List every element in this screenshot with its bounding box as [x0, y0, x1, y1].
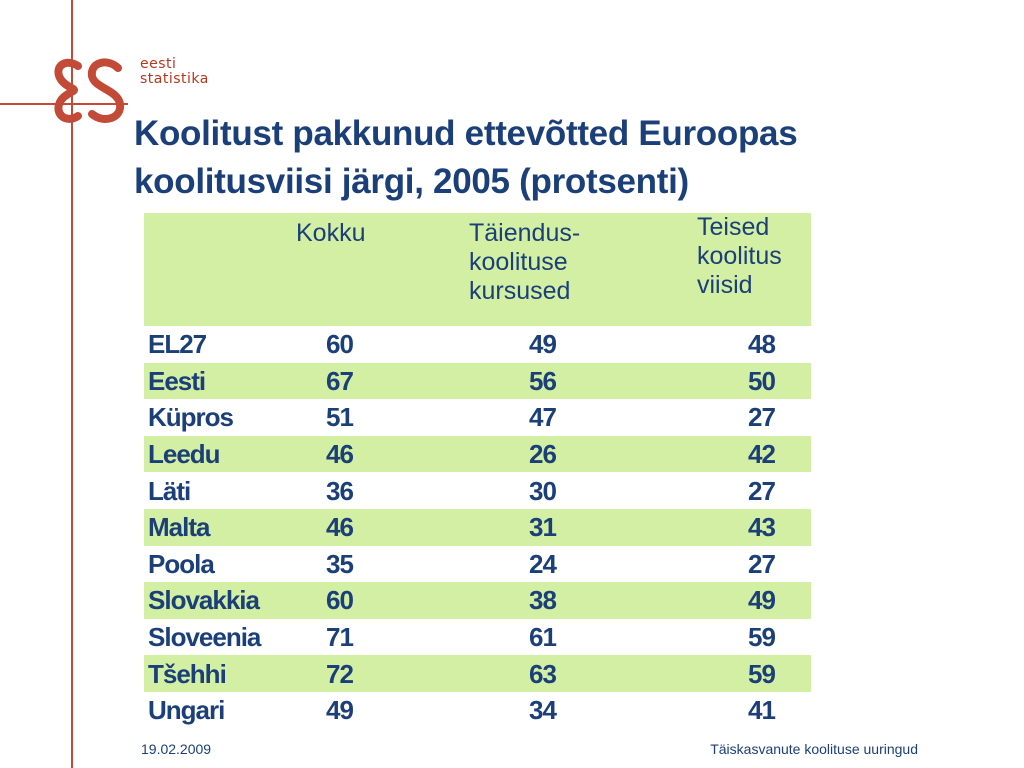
table-header-row: Kokku Täiendus- koolituse kursused Teise…	[144, 213, 811, 326]
cell-kokku: 36	[326, 475, 354, 506]
table-row: EL27 60 49 48	[144, 326, 811, 363]
cell-teised: 59	[748, 622, 776, 653]
cell-kokku: 60	[326, 585, 354, 616]
cell-country: Slovakkia	[148, 585, 260, 616]
table-row: Läti 36 30 27	[144, 472, 811, 509]
table-row: Küpros 51 47 27	[144, 399, 811, 436]
cell-country: Küpros	[148, 402, 234, 433]
cell-country: Leedu	[148, 439, 221, 470]
table-row: Slovakkia 60 38 49	[144, 582, 811, 619]
cell-kokku: 46	[326, 512, 354, 543]
cell-taiendus: 30	[529, 475, 557, 506]
cell-teised: 49	[748, 585, 776, 616]
cell-teised: 48	[748, 329, 776, 360]
decorative-vertical-line	[71, 0, 73, 768]
slide-title-line-1: Koolitust pakkunud ettevõtted Euroopas	[134, 114, 798, 153]
cell-taiendus: 31	[529, 512, 557, 543]
cell-country: EL27	[148, 329, 207, 360]
cell-country: Poola	[148, 548, 215, 579]
header-teised-line-3: viisid	[697, 271, 753, 299]
header-teised-line-1: Teised	[697, 213, 770, 241]
table-row: Poola 35 24 27	[144, 546, 811, 583]
header-taiendus-line-1: Täiendus-	[469, 219, 581, 247]
data-table: Kokku Täiendus- koolituse kursused Teise…	[144, 213, 811, 729]
cell-taiendus: 34	[529, 695, 557, 726]
footer-date: 19.02.2009	[141, 741, 212, 757]
cell-taiendus: 26	[529, 439, 557, 470]
header-taiendus-line-3: kursused	[469, 277, 571, 305]
cell-taiendus: 56	[529, 365, 557, 396]
cell-country: Sloveenia	[148, 622, 261, 653]
header-kokku: Kokku	[296, 219, 366, 247]
cell-taiendus: 47	[529, 402, 557, 433]
table-row: Ungari 49 34 41	[144, 692, 811, 729]
cell-teised: 50	[748, 365, 776, 396]
cell-kokku: 46	[326, 439, 354, 470]
brand-wordmark: eesti statistika	[140, 57, 209, 87]
table-row: Sloveenia 71 61 59	[144, 619, 811, 656]
cell-kokku: 35	[326, 548, 354, 579]
cell-teised: 41	[748, 695, 776, 726]
cell-country: Tšehhi	[148, 658, 227, 689]
cell-taiendus: 63	[529, 658, 557, 689]
header-taiendus-line-2: koolituse	[469, 248, 568, 276]
cell-kokku: 67	[326, 365, 354, 396]
cell-taiendus: 24	[529, 548, 557, 579]
cell-country: Eesti	[148, 365, 206, 396]
cell-country: Läti	[148, 475, 191, 506]
footer-title: Täiskasvanute koolituse uuringud	[710, 741, 918, 757]
cell-teised: 59	[748, 658, 776, 689]
brand-line-2: statistika	[140, 71, 209, 87]
table-row: Eesti 67 56 50	[144, 362, 811, 400]
cell-teised: 43	[748, 512, 776, 543]
header-teised: Teised koolitus viisid	[677, 213, 811, 326]
header-teised-line-2: koolitus	[697, 242, 782, 270]
cell-kokku: 51	[326, 402, 354, 433]
decorative-horizontal-line	[0, 103, 128, 105]
cell-taiendus: 49	[529, 329, 557, 360]
cell-kokku: 72	[326, 658, 354, 689]
cell-teised: 27	[748, 548, 776, 579]
cell-kokku: 49	[326, 695, 354, 726]
header-taiendus: Täiendus- koolituse kursused	[454, 213, 677, 326]
cell-taiendus: 38	[529, 585, 557, 616]
cell-taiendus: 61	[529, 622, 557, 653]
table-row: Malta 46 31 43	[144, 508, 811, 546]
cell-teised: 27	[748, 475, 776, 506]
cell-kokku: 60	[326, 329, 354, 360]
cell-kokku: 71	[326, 622, 354, 653]
slide-title-line-2: koolitusviisi järgi, 2005 (protsenti)	[134, 162, 689, 201]
table-row: Tšehhi 72 63 59	[144, 655, 811, 692]
brand-line-1: eesti	[140, 56, 177, 72]
cell-country: Ungari	[148, 695, 225, 726]
cell-country: Malta	[148, 512, 210, 543]
slide-title: Koolitust pakkunud ettevõtted Euroopas k…	[134, 110, 994, 206]
cell-teised: 27	[748, 402, 776, 433]
table-row: Leedu 46 26 42	[144, 435, 811, 473]
cell-teised: 42	[748, 439, 776, 470]
header-country	[144, 213, 294, 326]
es-logo-icon	[54, 58, 125, 123]
